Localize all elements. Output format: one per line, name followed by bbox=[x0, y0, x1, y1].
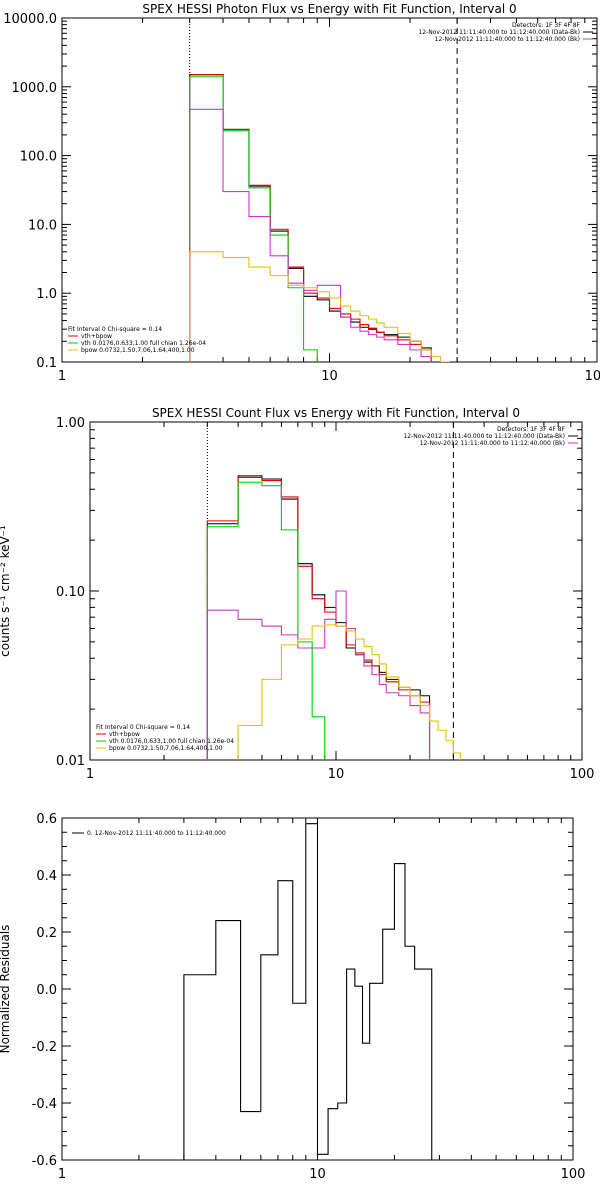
x-tick-label: 100 bbox=[561, 1167, 586, 1182]
y-tick-label: 100.0 bbox=[20, 150, 57, 165]
y-tick-label: 1000.0 bbox=[12, 81, 58, 96]
x-tick-label: 10 bbox=[309, 1167, 326, 1182]
legend-header: Detectors: 1F 3F 4F 8F bbox=[512, 22, 581, 29]
y-tick-label: 0.1 bbox=[36, 356, 57, 371]
x-tick-label: 1 bbox=[58, 369, 66, 384]
chart-1: 1 10 100 0.01 0.10 1.00 SPEX HESSI Count Flux … bbox=[0, 406, 595, 782]
legend-entry-label: bpow 0.0732,1.50,7.06,1.64,400,1.00 bbox=[81, 347, 195, 354]
y-tick-label: -0.4 bbox=[32, 1097, 57, 1112]
y-tick-label: 0.6 bbox=[36, 812, 57, 827]
legend-entry-label: vth 0.0176,0.633,1.00 full chian 1.26e-0… bbox=[109, 738, 234, 745]
y-tick-label: -0.6 bbox=[32, 1154, 57, 1169]
y-tick-label: 0.2 bbox=[36, 926, 57, 941]
legend-entry-label: vth+bpow bbox=[81, 333, 112, 340]
x-tick-label: 1 bbox=[86, 767, 94, 782]
x-tick-label: 1 bbox=[58, 1167, 66, 1182]
series-line-0 bbox=[189, 74, 432, 362]
legend-entry-label: 0. 12-Nov-2012 11:11:40.000 to 11:12:40.… bbox=[87, 830, 226, 837]
legend-entry-label: bpow 0.0732,1.50,7.06,1.64,400,1.00 bbox=[109, 745, 223, 752]
x-tick-label: 100 bbox=[585, 369, 600, 384]
y-tick-label: 1.0 bbox=[36, 287, 57, 302]
chart-2: 1 10 100 -0.6 -0.4 -0.2 0.0 0.2 0.4 0.6 Normalized… bbox=[0, 812, 585, 1182]
y-tick-label: 10.0 bbox=[28, 218, 57, 233]
series-line-2 bbox=[189, 76, 318, 362]
legend-header: Fit Interval 0 Chi-square = 0.14 bbox=[96, 724, 190, 731]
y-axis-label: Normalized Residuals bbox=[0, 925, 12, 1054]
y-axis-label: counts s⁻¹ cm⁻² keV⁻¹ bbox=[0, 525, 12, 657]
series-line-0 bbox=[183, 823, 433, 1160]
legend-entry-label: 12-Nov-2012 11:11:40.000 to 11:12:40.000… bbox=[435, 36, 580, 43]
series-line-2 bbox=[206, 481, 326, 760]
y-tick-label: 10000.0 bbox=[3, 12, 57, 27]
y-tick-label: 0.01 bbox=[56, 754, 85, 769]
legend-entry-label: 12-Nov-2012 11:11:40.000 to 11:12:40.000… bbox=[403, 433, 565, 440]
y-tick-label: 0.10 bbox=[56, 585, 85, 600]
y-tick-label: 1.00 bbox=[56, 416, 85, 431]
y-tick-label: -0.2 bbox=[32, 1040, 57, 1055]
series-line-4 bbox=[189, 251, 450, 362]
chart-title: SPEX HESSI Photon Flux vs Energy with Fi… bbox=[142, 2, 516, 16]
series-line-4 bbox=[237, 624, 461, 760]
series-line-1 bbox=[189, 74, 432, 362]
series-line-3 bbox=[189, 108, 432, 362]
chart-title: SPEX HESSI Count Flux vs Energy with Fit… bbox=[152, 406, 520, 420]
legend-entry-label: vth+bpow bbox=[109, 731, 140, 738]
y-tick-label: 0.0 bbox=[36, 983, 57, 998]
y-tick-label: 0.4 bbox=[36, 869, 57, 884]
legend-header: Detectors: 1F 3F 4F 8F bbox=[497, 426, 566, 433]
x-tick-label: 10 bbox=[321, 369, 338, 384]
x-tick-label: 10 bbox=[328, 767, 345, 782]
series-line-3 bbox=[206, 590, 431, 760]
x-tick-label: 100 bbox=[570, 767, 595, 782]
chart-0: 1 10 100 0.1 1.0 10.0 100.0 1000.0 10000.0 SPEX H… bbox=[3, 2, 600, 384]
series-line-1 bbox=[206, 476, 431, 760]
legend-entry-label: 12-Nov-2012 11:11:40.000 to 11:12:40.000… bbox=[418, 29, 580, 36]
legend-header: Fit Interval 0 Chi-square = 0.14 bbox=[68, 326, 162, 333]
legend-entry-label: vth 0.0176,0.633,1.00 full chian 1.26e-0… bbox=[81, 340, 206, 347]
legend-entry-label: 12-Nov-2012 11:11:40.000 to 11:12:40.000… bbox=[420, 440, 565, 447]
